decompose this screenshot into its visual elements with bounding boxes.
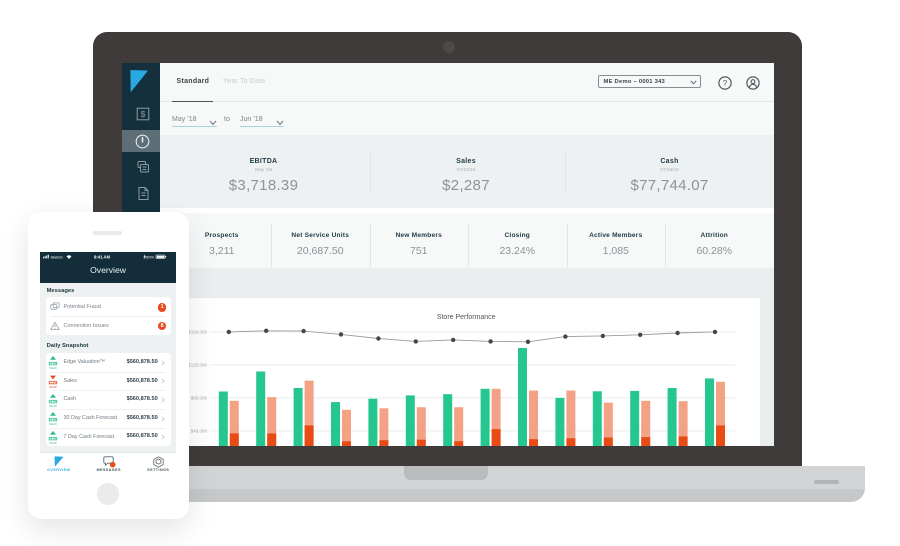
svg-text:+4.9%: +4.9% (50, 362, 58, 366)
svg-text:+4.9%: +4.9% (50, 399, 58, 403)
svg-text:+4.9%: +4.9% (50, 418, 58, 422)
svg-text:WoW: WoW (50, 385, 58, 389)
svg-text:9:41 AM: 9:41 AM (94, 255, 110, 260)
svg-text:WoW: WoW (50, 422, 58, 426)
svg-text:Sketch: Sketch (51, 255, 63, 260)
svg-text:100%: 100% (144, 255, 155, 260)
svg-text:$160,000: $160,000 (188, 329, 207, 334)
svg-text:$80,000: $80,000 (191, 395, 208, 400)
svg-text:$120,000: $120,000 (188, 362, 207, 367)
svg-text:Store Performance: Store Performance (437, 314, 496, 321)
svg-text:?: ? (723, 79, 728, 88)
svg-text:-1.1%: -1.1% (50, 381, 57, 385)
svg-text:+4.9%: +4.9% (50, 436, 58, 440)
svg-text:WoW: WoW (50, 441, 58, 445)
svg-text:WoW: WoW (50, 404, 58, 408)
svg-text:$40,000: $40,000 (191, 428, 208, 433)
svg-text:WoW: WoW (50, 366, 58, 370)
svg-text:$: $ (140, 109, 145, 119)
